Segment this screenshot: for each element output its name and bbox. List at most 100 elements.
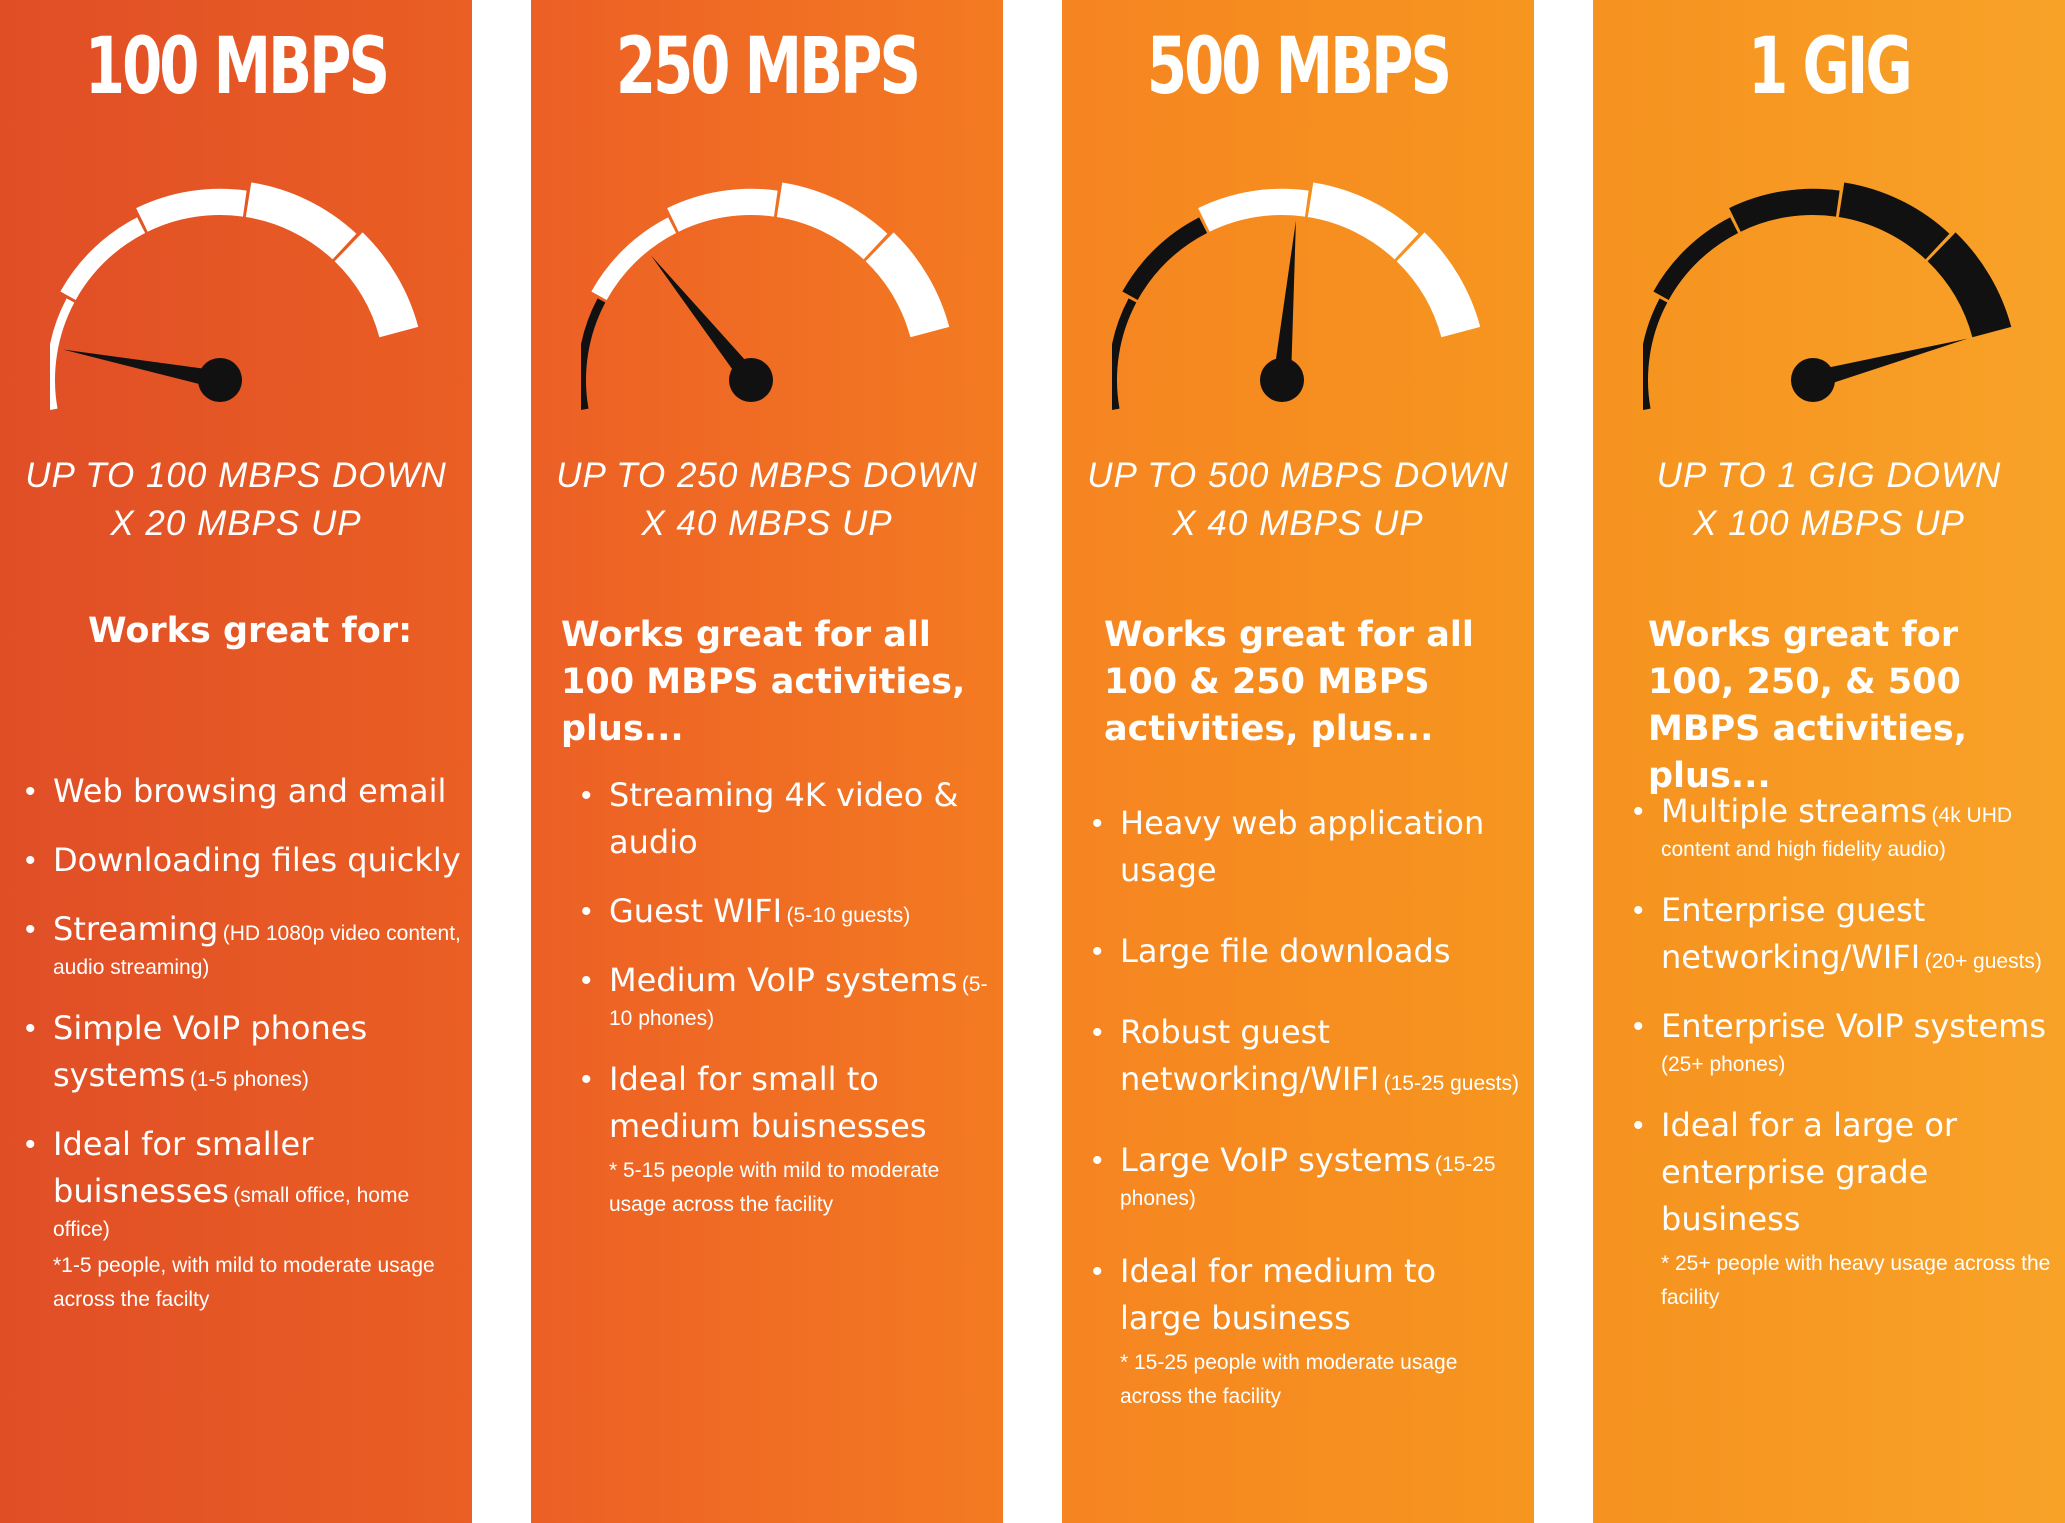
feature-label: Ideal for medium to large business	[1120, 1252, 1437, 1337]
gauge-segment	[1307, 182, 1419, 260]
feature-label: Large VoIP systems	[1120, 1141, 1431, 1179]
download-speed: UP TO 250 MBPS DOWN	[556, 456, 978, 495]
gauge-segment	[245, 182, 357, 260]
feature-label: Streaming	[53, 910, 219, 948]
feature-label: Ideal for smaller buisnesses	[53, 1125, 314, 1210]
feature-label: Guest WIFI	[609, 892, 783, 930]
feature-label: Web browsing and email	[53, 772, 447, 810]
gauge-segment	[776, 182, 888, 260]
bullet-icon: •	[25, 1128, 36, 1161]
plan-heading: Works great for all 100 & 250 MBPS activ…	[1104, 615, 1474, 749]
speedometer-icon	[1643, 182, 2012, 410]
feature-item: • Ideal for a large or enterprise grade b…	[1633, 1102, 2063, 1315]
bullet-icon: •	[1092, 1016, 1103, 1049]
gauge-needle	[62, 349, 222, 389]
feature-note: (4k UHD content and high fidelity audio)	[1661, 804, 2013, 861]
feature-label: Ideal for a large or enterprise grade bu…	[1661, 1106, 1958, 1238]
gauge-segment	[334, 232, 419, 338]
feature-item: • Ideal for medium to large business * 15-…	[1092, 1248, 1522, 1414]
feature-label: Robust guest networking/WIFI	[1120, 1013, 1380, 1098]
feature-item: • Ideal for smaller buisnesses (small off…	[25, 1121, 465, 1317]
feature-label: Ideal for small to medium buisnesses	[609, 1060, 927, 1145]
gauge-segment	[1927, 232, 2012, 338]
download-speed: UP TO 500 MBPS DOWN	[1087, 456, 1509, 495]
feature-item: • Robust guest networking/WIFI (15-25 gue…	[1092, 1009, 1522, 1103]
feature-footnote: *1-5 people, with mild to moderate usage…	[53, 1254, 435, 1311]
feature-note: (5-10 phones)	[609, 973, 988, 1030]
bullet-icon: •	[1633, 1109, 1644, 1142]
gauge-segment	[1396, 232, 1481, 338]
feature-note: (20+ guests)	[1924, 950, 2042, 973]
feature-label: Streaming 4K video & audio	[609, 776, 959, 861]
bullet-icon: •	[25, 844, 36, 877]
plan-card-250: 250 MBPS UP TO 250 MBPS DOWN X 40 MBPS U…	[531, 0, 1003, 1523]
plan-title: 250 MBPS	[615, 22, 921, 112]
feature-list: • Web browsing and email • Downloading file…	[25, 768, 465, 1339]
feature-note: (15-25 guests)	[1383, 1072, 1519, 1095]
gauge-segment	[591, 217, 677, 301]
gauge-hub	[198, 358, 242, 402]
feature-note: (5-10 guests)	[786, 904, 911, 927]
feature-footnote: * 15-25 people with moderate usage acros…	[1120, 1351, 1458, 1408]
speedometer-icon	[581, 182, 950, 410]
bullet-icon: •	[1092, 935, 1103, 968]
feature-label: Medium VoIP systems	[609, 961, 958, 999]
gauge-segment	[865, 232, 950, 338]
bullet-icon: •	[1092, 1255, 1103, 1288]
speed-summary: UP TO 250 MBPS DOWN X 40 MBPS UP	[531, 452, 1003, 548]
feature-note: (1-5 phones)	[189, 1068, 309, 1091]
plan-card-500: 500 MBPS UP TO 500 MBPS DOWN X 40 MBPS U…	[1062, 0, 1534, 1523]
feature-item: • Large VoIP systems (15-25 phones)	[1092, 1137, 1522, 1214]
feature-label: Large file downloads	[1120, 932, 1451, 970]
gauge-segment	[1198, 188, 1309, 232]
feature-label: Downloading files quickly	[53, 841, 461, 879]
bullet-icon: •	[1633, 894, 1644, 927]
upload-speed: X 100 MBPS UP	[1693, 504, 1965, 543]
feature-item: • Streaming (HD 1080p video content, audi…	[25, 906, 465, 983]
gauge-segment	[1653, 217, 1739, 301]
gauge-segment	[136, 188, 247, 232]
feature-note: (small office, home office)	[53, 1184, 410, 1241]
feature-item: • Enterprise VoIP systems (25+ phones)	[1633, 1003, 2063, 1080]
upload-speed: X 40 MBPS UP	[641, 504, 893, 543]
gauge-needle	[1810, 338, 1968, 389]
gauge-hub	[1791, 358, 1835, 402]
bullet-icon: •	[581, 964, 592, 997]
speed-summary: UP TO 100 MBPS DOWN X 20 MBPS UP	[0, 452, 472, 548]
gauge-segment	[1838, 182, 1950, 260]
bullet-icon: •	[581, 1063, 592, 1096]
gauge-needle	[650, 255, 759, 386]
feature-note: (25+ phones)	[1661, 1053, 1786, 1076]
speed-summary: UP TO 1 GIG DOWN X 100 MBPS UP	[1593, 452, 2065, 548]
bullet-icon: •	[581, 895, 592, 928]
feature-item: • Multiple streams (4k UHD content and hi…	[1633, 788, 2063, 865]
gauge-segment	[1729, 188, 1840, 232]
speed-summary: UP TO 500 MBPS DOWN X 40 MBPS UP	[1062, 452, 1534, 548]
download-speed: UP TO 100 MBPS DOWN	[25, 456, 447, 495]
gauge-segment	[1122, 217, 1208, 301]
gauge-segment	[581, 298, 606, 410]
plan-card-100: 100 MBPS UP TO 100 MBPS DOWN X 20 MBPS U…	[0, 0, 472, 1523]
feature-item: • Streaming 4K video & audio	[581, 772, 991, 866]
feature-footnote: * 25+ people with heavy usage across the…	[1661, 1252, 2051, 1309]
gauge-segment	[1643, 298, 1668, 410]
speedometer-icon	[50, 182, 419, 410]
feature-item: • Simple VoIP phones systems (1-5 phones)	[25, 1005, 465, 1099]
plan-title: 100 MBPS	[84, 22, 390, 112]
feature-note: (15-25 phones)	[1120, 1153, 1496, 1210]
bullet-icon: •	[1633, 795, 1644, 828]
gauge-needle	[1273, 220, 1296, 381]
feature-item: • Downloading files quickly	[25, 837, 465, 884]
gauge-segment	[50, 298, 75, 410]
plan-card-1gig: 1 GIG UP TO 1 GIG DOWN X 100 MBPS UP Wor…	[1593, 0, 2065, 1523]
gauge-segment	[1112, 298, 1137, 410]
feature-item: • Guest WIFI (5-10 guests)	[581, 888, 991, 935]
feature-label: Heavy web application usage	[1120, 804, 1485, 889]
plan-heading: Works great for:	[88, 611, 413, 651]
plan-title: 500 MBPS	[1146, 22, 1452, 112]
feature-list: • Streaming 4K video & audio • Guest WIFI (…	[581, 772, 991, 1244]
plan-heading: Works great for 100, 250, & 500 MBPS act…	[1648, 615, 1968, 796]
feature-item: • Medium VoIP systems (5-10 phones)	[581, 957, 991, 1034]
feature-label: Enterprise VoIP systems	[1661, 1007, 2047, 1045]
plan-title: 1 GIG	[1748, 22, 1913, 112]
